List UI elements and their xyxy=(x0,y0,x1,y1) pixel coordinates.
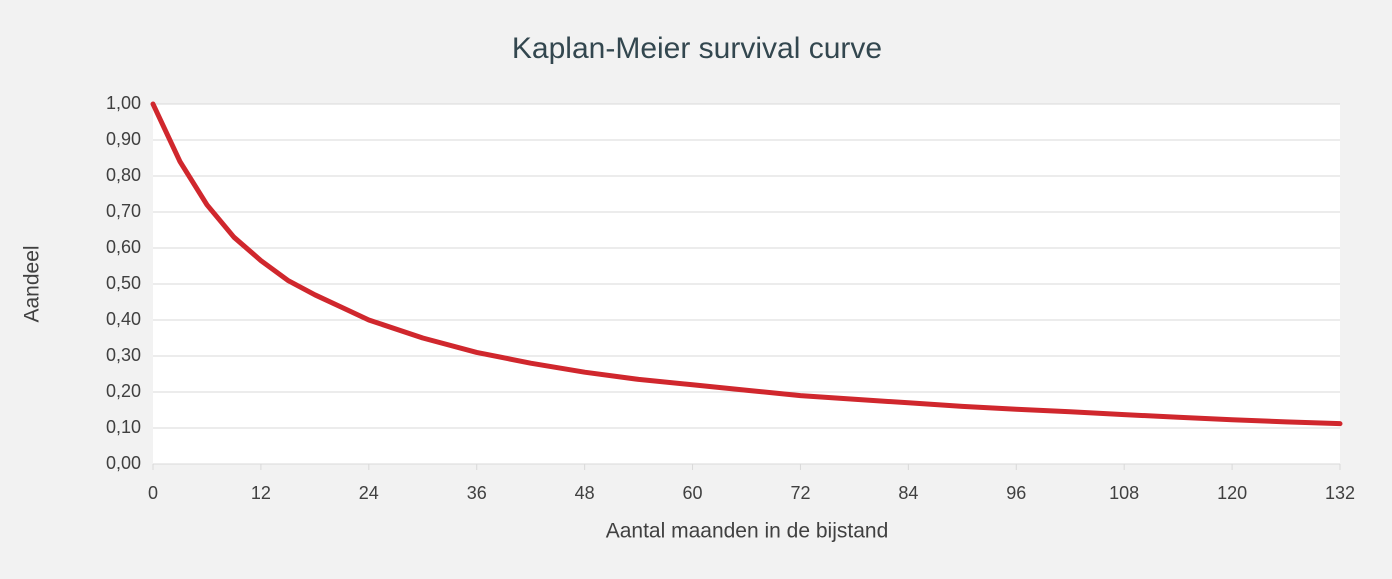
x-tick-label: 96 xyxy=(1006,483,1026,503)
x-tick-label: 60 xyxy=(683,483,703,503)
y-axis-title: Aandeel xyxy=(21,245,44,322)
y-tick-label: 0,80 xyxy=(106,165,141,185)
x-tick-label: 108 xyxy=(1109,483,1139,503)
y-tick-label: 0,20 xyxy=(106,381,141,401)
x-tick-label: 12 xyxy=(251,483,271,503)
x-tick-label: 0 xyxy=(148,483,158,503)
y-tick-label: 0,50 xyxy=(106,273,141,293)
y-tick-label: 0,60 xyxy=(106,237,141,257)
x-tick-label: 84 xyxy=(898,483,918,503)
x-tick-label: 36 xyxy=(467,483,487,503)
chart-title: Kaplan-Meier survival curve xyxy=(512,32,882,65)
y-tick-label: 0,30 xyxy=(106,345,141,365)
y-tick-label: 0,10 xyxy=(106,417,141,437)
y-tick-label: 0,00 xyxy=(106,453,141,473)
y-tick-label: 0,90 xyxy=(106,129,141,149)
y-tick-label: 0,40 xyxy=(106,309,141,329)
x-tick-label: 48 xyxy=(575,483,595,503)
x-tick-label: 132 xyxy=(1325,483,1355,503)
x-tick-label: 24 xyxy=(359,483,379,503)
x-tick-label: 120 xyxy=(1217,483,1247,503)
y-tick-label: 0,70 xyxy=(106,201,141,221)
x-axis-title: Aantal maanden in de bijstand xyxy=(606,520,889,543)
x-tick-label: 72 xyxy=(790,483,810,503)
line-series xyxy=(150,101,1343,427)
y-tick-label: 1,00 xyxy=(106,93,141,113)
